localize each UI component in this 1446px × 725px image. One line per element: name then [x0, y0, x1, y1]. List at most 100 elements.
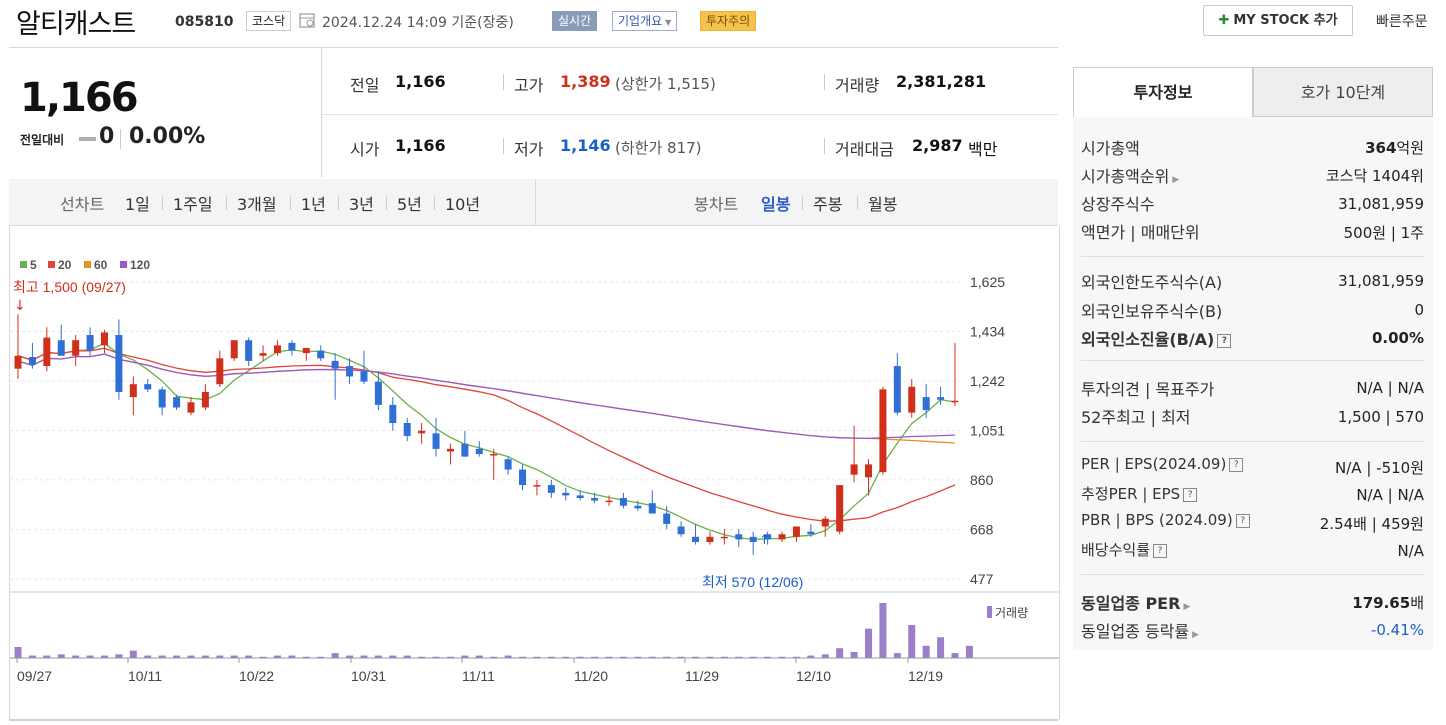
y-tick-label: 860 [970, 472, 994, 488]
candle-body [735, 534, 743, 540]
ma-20-line [17, 347, 956, 522]
volume-bar [288, 655, 296, 658]
foreign-holding-value: 0 [1414, 301, 1424, 319]
help-icon[interactable]: ? [1183, 487, 1198, 502]
add-mystock-button[interactable]: ✚ MY STOCK 추가 [1203, 5, 1353, 36]
help-icon[interactable]: ? [1235, 513, 1250, 528]
ma-120-line [17, 353, 956, 440]
open-value: 1,166 [395, 136, 446, 155]
help-icon[interactable]: ? [1229, 457, 1244, 472]
tab-5y[interactable]: 5년 [397, 195, 422, 214]
divider [120, 129, 121, 149]
dropdown-arrow-icon: ▼ [665, 18, 672, 27]
investment-info-panel [1073, 67, 1433, 650]
divider [503, 138, 504, 154]
tab-daily[interactable]: 일봉 [761, 195, 791, 214]
divider [1081, 574, 1424, 575]
y-tick-label: 668 [970, 522, 994, 538]
volume-bar [706, 656, 714, 658]
down-arrow-icon: ↓ [14, 298, 26, 314]
tab-orderbook[interactable]: 호가 10단계 [1253, 67, 1433, 117]
candle-body [173, 397, 181, 408]
market-cap-label: 시가총액 [1081, 139, 1140, 158]
y-axis-labels: 477 668 860 1,051 1,242 1,434 1,625 [970, 274, 1005, 587]
industry-per-label[interactable]: 동일업종 PER ▶ [1081, 594, 1191, 613]
volume-bar [663, 656, 671, 658]
tab-10y[interactable]: 10년 [445, 195, 481, 214]
candle-body [850, 464, 858, 475]
legend-swatch [120, 261, 127, 268]
candle-chart-label: 봉차트 [694, 195, 739, 214]
candle-body [504, 459, 512, 470]
change-rate: 0.00% [129, 124, 206, 149]
candle-body [216, 358, 224, 385]
open-label: 시가 [350, 140, 380, 159]
volume-bar [100, 655, 108, 658]
volume-bar [764, 656, 772, 658]
week52-value: 1,500 | 570 [1337, 408, 1424, 426]
help-icon[interactable]: ? [1217, 333, 1232, 348]
week52-label: 52주최고 | 최저 [1081, 408, 1191, 427]
company-name: 알티캐스트 [16, 9, 136, 40]
tab-monthly[interactable]: 월봉 [868, 195, 898, 214]
calendar-icon [299, 13, 315, 28]
investment-warning-badge: 투자주의 [700, 11, 757, 31]
volume-bar [778, 656, 786, 658]
tab-weekly[interactable]: 주봉 [813, 195, 843, 214]
divider [386, 196, 387, 210]
opinion-label: 투자의견 | 목표주가 [1081, 380, 1215, 399]
quick-order-link[interactable]: 빠른주문 [1376, 14, 1428, 30]
volume-bar [648, 656, 656, 658]
x-tick-label: 10/22 [239, 668, 274, 684]
candle-body [129, 384, 137, 398]
foreign-limit-value: 31,081,959 [1338, 272, 1424, 290]
candle-body [72, 340, 80, 356]
volume-bar [720, 656, 728, 658]
tab-1w[interactable]: 1주일 [173, 195, 213, 214]
tab-3m[interactable]: 3개월 [237, 195, 277, 214]
candle-body [792, 526, 800, 537]
tab-investment-info[interactable]: 투자정보 [1073, 67, 1253, 117]
divider [824, 138, 825, 154]
per-eps-value: N/A | -510원 [1335, 459, 1424, 477]
candle-body [43, 337, 51, 367]
candle-body [547, 485, 555, 493]
volume-bars [14, 603, 973, 658]
divider [226, 196, 227, 210]
volume-bar [562, 656, 570, 658]
x-tick-label: 11/20 [574, 668, 608, 684]
candlestick-chart[interactable]: 477 668 860 1,051 1,242 1,434 1,625 09/27 10/11… [10, 226, 1059, 720]
candle-body [475, 448, 483, 455]
market-cap-value: 364억원 [1365, 139, 1424, 157]
max-price-annotation: 최고 1,500 (09/27) [13, 279, 126, 295]
prev-close-value: 1,166 [395, 72, 446, 91]
help-icon[interactable]: ? [1153, 543, 1168, 558]
candle-body [115, 335, 123, 392]
realtime-button[interactable]: 실시간 [552, 11, 598, 31]
tab-3y[interactable]: 3년 [349, 195, 374, 214]
volume-bar [273, 655, 281, 658]
tab-1y[interactable]: 1년 [301, 195, 326, 214]
volume-bar [475, 655, 483, 658]
divider [802, 196, 803, 210]
candle-body [432, 433, 440, 449]
candle-body [634, 505, 642, 509]
legend-label: 20 [58, 258, 72, 272]
volume-bar [43, 655, 51, 658]
high-label: 고가 [514, 76, 544, 95]
candle-body [619, 498, 627, 506]
candle-body [389, 404, 397, 423]
tab-1d[interactable]: 1일 [125, 195, 150, 214]
y-tick-label: 1,242 [970, 373, 1005, 389]
mystock-label: MY STOCK 추가 [1233, 13, 1338, 28]
low-label: 저가 [514, 140, 544, 159]
legend-swatch [48, 261, 55, 268]
company-overview-dropdown[interactable]: 기업개요 ▼ [612, 11, 678, 31]
volume-bar [432, 656, 440, 658]
price-diff: 0 [99, 124, 115, 149]
triangle-right-icon: ▶ [1192, 630, 1200, 640]
industry-change-label[interactable]: 동일업종 등락률 ▶ [1081, 622, 1200, 641]
chart-period-tabs [9, 179, 1058, 226]
pbr-bps-value: 2.54배 | 459원 [1319, 515, 1424, 533]
market-cap-rank-label[interactable]: 시가총액순위 ▶ [1081, 167, 1180, 186]
